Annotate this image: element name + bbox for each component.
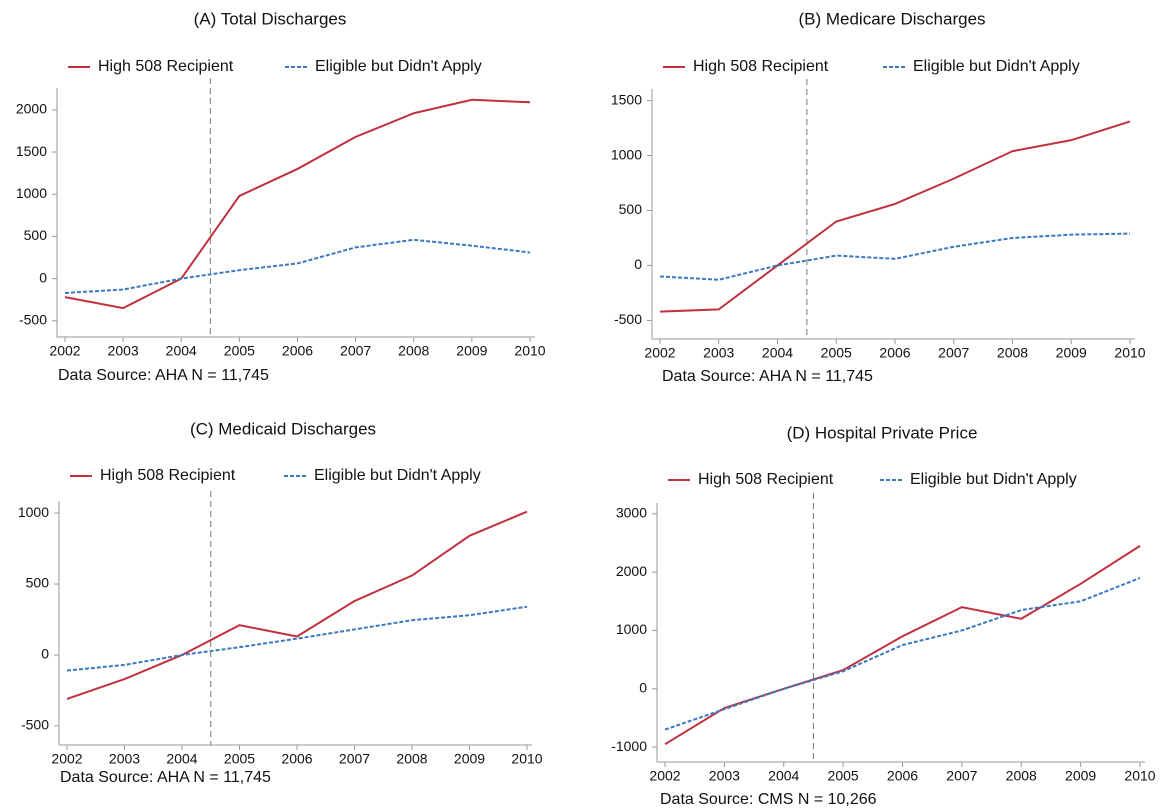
y-tick-label: 500 xyxy=(24,227,48,243)
x-tick-label: 2008 xyxy=(1006,768,1037,784)
chart-title: (B) Medicare Discharges xyxy=(798,9,985,28)
x-tick-label: 2002 xyxy=(49,343,80,359)
legend-label: High 508 Recipient xyxy=(693,58,829,75)
x-tick-label: 2007 xyxy=(938,345,969,361)
legend-label: Eligible but Didn't Apply xyxy=(913,58,1080,75)
series-line xyxy=(664,545,1141,746)
x-tick-label: 2008 xyxy=(398,343,429,359)
x-tick-label: 2004 xyxy=(762,345,793,361)
source-note: Data Source: AHA N = 11,745 xyxy=(58,367,269,384)
x-tick-label: 2009 xyxy=(1065,768,1096,784)
x-tick-label: 2006 xyxy=(879,345,910,361)
source-note: Data Source: AHA N = 11,745 xyxy=(60,769,271,786)
series-line xyxy=(659,120,1131,313)
chart-title: (C) Medicaid Discharges xyxy=(190,419,376,438)
x-tick-label: 2003 xyxy=(108,343,139,359)
x-tick-label: 2003 xyxy=(709,768,740,784)
y-tick-label: -500 xyxy=(21,717,49,733)
series-line xyxy=(659,232,1131,281)
x-tick-label: 2010 xyxy=(1124,768,1155,784)
y-tick-label: 1500 xyxy=(611,91,642,107)
y-tick-label: -500 xyxy=(614,311,642,327)
y-tick-label: 500 xyxy=(619,201,643,217)
x-tick-label: 2004 xyxy=(166,751,197,767)
legend-label: Eligible but Didn't Apply xyxy=(315,58,482,75)
x-tick-label: 2003 xyxy=(109,751,140,767)
y-tick-label: 0 xyxy=(634,256,642,272)
x-tick-label: 2010 xyxy=(514,343,545,359)
x-tick-label: 2005 xyxy=(224,343,255,359)
x-tick-label: 2005 xyxy=(224,751,255,767)
y-tick-label: 1000 xyxy=(611,146,642,162)
x-tick-label: 2005 xyxy=(828,768,859,784)
x-tick-label: 2002 xyxy=(51,751,82,767)
y-tick-label: 0 xyxy=(39,269,47,285)
x-tick-label: 2004 xyxy=(768,768,799,784)
x-tick-label: 2007 xyxy=(339,751,370,767)
x-tick-label: 2002 xyxy=(649,768,680,784)
legend-label: High 508 Recipient xyxy=(98,58,234,75)
x-tick-label: 2006 xyxy=(281,751,312,767)
y-tick-label: 0 xyxy=(639,679,647,695)
x-tick-label: 2004 xyxy=(166,343,197,359)
y-tick-label: -1000 xyxy=(611,738,647,754)
series-line xyxy=(64,98,531,310)
x-tick-label: 2008 xyxy=(396,751,427,767)
source-note: Data Source: CMS N = 10,266 xyxy=(660,791,877,808)
series-line xyxy=(66,510,528,700)
legend-label: Eligible but Didn't Apply xyxy=(910,471,1077,488)
x-tick-label: 2006 xyxy=(887,768,918,784)
x-tick-label: 2007 xyxy=(340,343,371,359)
y-tick-label: 1500 xyxy=(16,143,47,159)
x-tick-label: 2009 xyxy=(454,751,485,767)
chart-title: (A) Total Discharges xyxy=(194,9,347,28)
x-tick-label: 2006 xyxy=(282,343,313,359)
series-line xyxy=(664,577,1141,731)
y-tick-label: 2000 xyxy=(16,101,47,117)
series-line xyxy=(64,238,531,294)
x-tick-label: 2010 xyxy=(511,751,542,767)
x-tick-label: 2009 xyxy=(1056,345,1087,361)
series-line xyxy=(66,605,528,672)
x-tick-label: 2003 xyxy=(703,345,734,361)
y-tick-label: 3000 xyxy=(616,505,647,521)
y-tick-label: -500 xyxy=(19,311,47,327)
y-tick-label: 2000 xyxy=(616,563,647,579)
source-note: Data Source: AHA N = 11,745 xyxy=(662,368,873,385)
y-tick-label: 0 xyxy=(41,646,49,662)
legend-label: Eligible but Didn't Apply xyxy=(314,467,481,484)
x-tick-label: 2009 xyxy=(456,343,487,359)
x-tick-label: 2002 xyxy=(644,345,675,361)
x-tick-label: 2010 xyxy=(1114,345,1145,361)
legend-label: High 508 Recipient xyxy=(698,471,834,488)
x-tick-label: 2005 xyxy=(821,345,852,361)
y-tick-label: 1000 xyxy=(616,621,647,637)
chart-title: (D) Hospital Private Price xyxy=(787,423,978,442)
x-tick-label: 2007 xyxy=(946,768,977,784)
y-tick-label: 1000 xyxy=(18,504,49,520)
y-tick-label: 500 xyxy=(26,575,50,591)
x-tick-label: 2008 xyxy=(997,345,1028,361)
legend-label: High 508 Recipient xyxy=(100,467,236,484)
y-tick-label: 1000 xyxy=(16,185,47,201)
